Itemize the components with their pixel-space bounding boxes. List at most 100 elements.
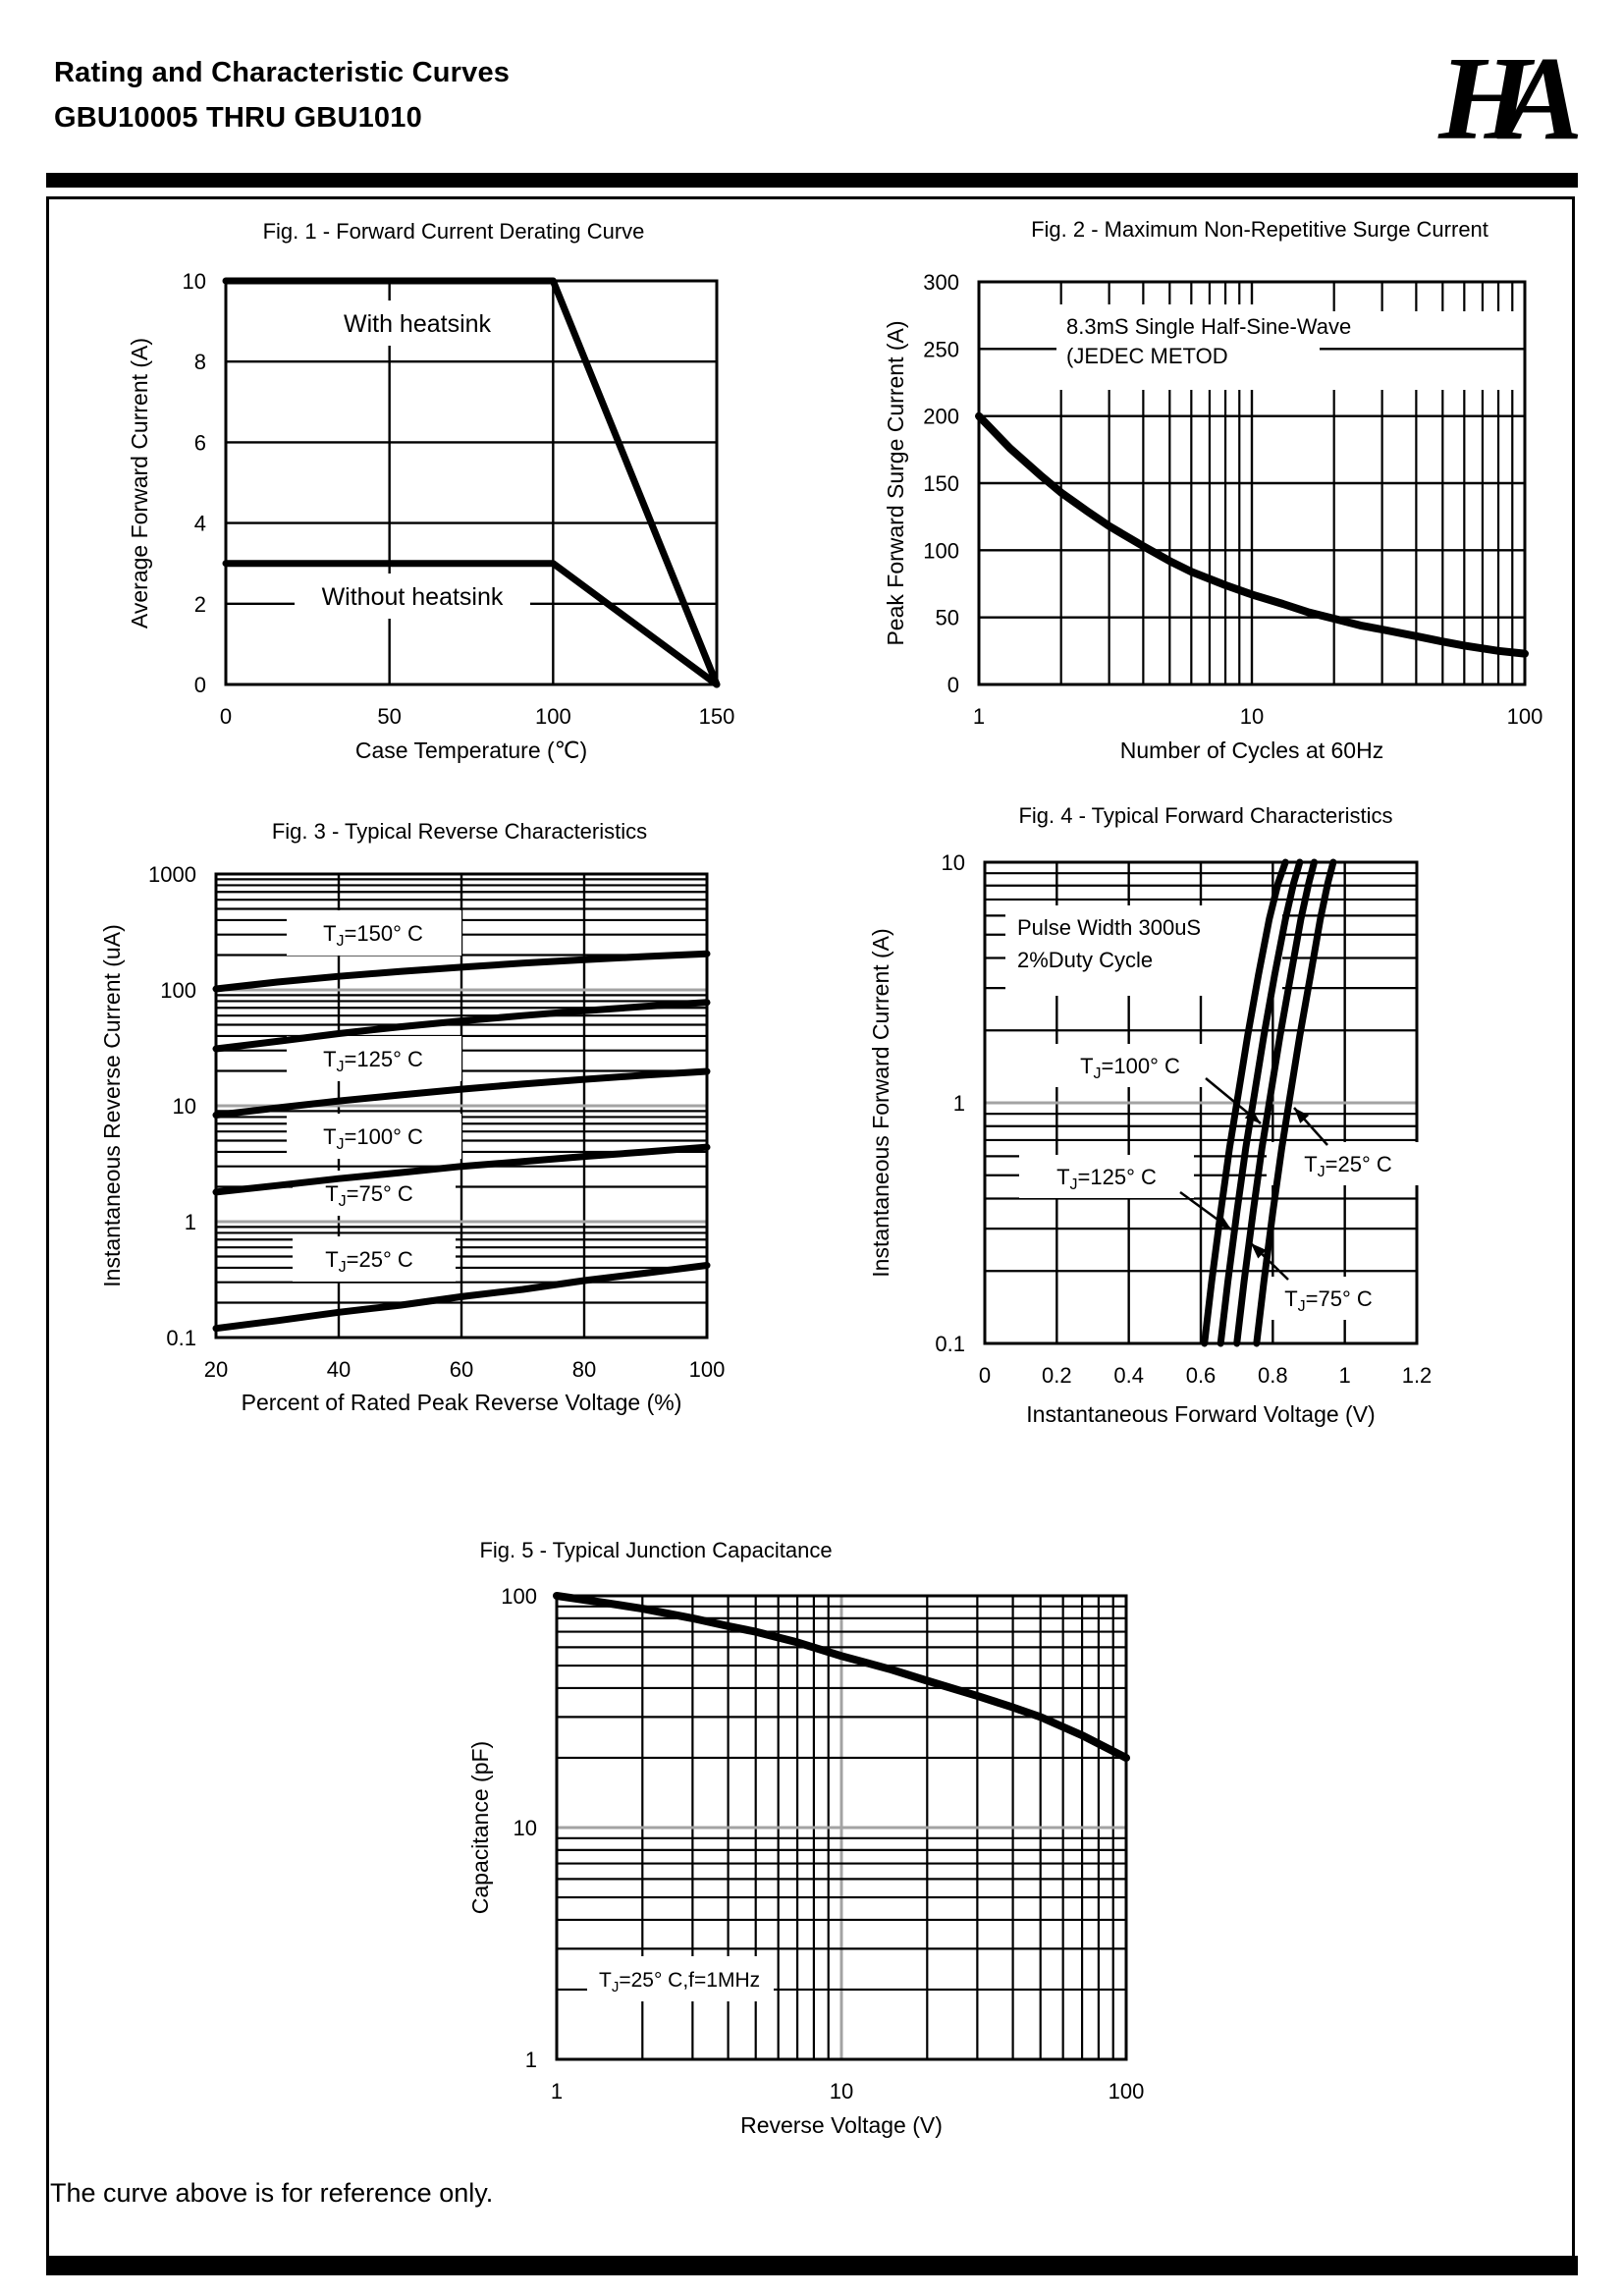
fig4-typical-forward-characteristics-x-tick: 0.8 <box>1258 1363 1288 1388</box>
fig1-forward-current-derating-y-tick: 8 <box>194 350 206 374</box>
fig3-typical-reverse-characteristics-y-tick: 1000 <box>148 862 196 887</box>
fig4-typical-forward-characteristics-annotation-0-line-1: 2%Duty Cycle <box>1017 948 1153 972</box>
fig4-typical-forward-characteristics-annotation-0-line-0: Pulse Width 300uS <box>1017 915 1201 940</box>
fig1-forward-current-derating-label-box-0 <box>306 301 528 346</box>
fig4-typical-forward-characteristics-x-tick: 0.4 <box>1113 1363 1144 1388</box>
fig1-forward-current-derating-curve-0 <box>222 277 721 688</box>
footer-bar <box>46 2256 1578 2275</box>
fig3-typical-reverse-characteristics-curve-3 <box>212 1143 711 1196</box>
fig1-forward-current-derating-y-tick: 0 <box>194 673 206 697</box>
fig2-max-surge-current: 8.3mS Single Half-Sine-Wave (JEDEC METOD 1… <box>883 217 1542 763</box>
fig4-typical-forward-characteristics-x-tick: 1 <box>1339 1363 1351 1388</box>
fig3-typical-reverse-characteristics-curve-0 <box>212 950 711 993</box>
brand-logo: HA <box>1438 32 1583 165</box>
fig4-typical-forward-characteristics-curve-3 <box>1253 858 1337 1347</box>
fig5-typical-junction-capacitance-x-tick: 1 <box>551 2079 563 2104</box>
fig3-typical-reverse-characteristics-x-tick: 20 <box>204 1357 228 1382</box>
fig5-typical-junction-capacitance: TJ=25° C,f=1MHz 1 10 100 100 10 1 Fig. 5 - Typi… <box>467 1538 1144 2138</box>
fig2-max-surge-current-x-tick: 100 <box>1507 704 1543 729</box>
fig1-forward-current-derating-y-axis-title: Average Forward Current (A) <box>127 338 152 629</box>
fig3-typical-reverse-characteristics-x-tick: 80 <box>572 1357 596 1382</box>
fig5-typical-junction-capacitance-title: Fig. 5 - Typical Junction Capacitance <box>479 1538 832 1562</box>
fig5-typical-junction-capacitance-x-tick: 100 <box>1109 2079 1145 2104</box>
fig4-typical-forward-characteristics-y-tick: 0.1 <box>935 1332 965 1356</box>
fig1-forward-current-derating-x-tick: 100 <box>535 704 571 729</box>
fig3-typical-reverse-characteristics-x-tick: 40 <box>327 1357 351 1382</box>
fig3-typical-reverse-characteristics-x-tick: 60 <box>450 1357 473 1382</box>
fig2-max-surge-current-plot-border <box>977 280 1527 686</box>
fig5-typical-junction-capacitance-plot-border <box>555 1594 1128 2061</box>
fig4-typical-forward-characteristics-label-box-4 <box>1247 1277 1410 1320</box>
fig2-max-surge-current-label-box-0 <box>1056 304 1320 375</box>
fig1-forward-current-derating-y-tick: 6 <box>194 430 206 455</box>
fig5-typical-junction-capacitance-y-tick: 1 <box>525 2048 537 2072</box>
fig4-typical-forward-characteristics-label-box-1 <box>1043 1044 1217 1087</box>
fig2-max-surge-current-y-tick: 100 <box>923 538 959 563</box>
fig4-typical-forward-characteristics-y-tick: 10 <box>942 850 965 875</box>
fig4-typical-forward-characteristics-label-box-2 <box>1019 1155 1194 1198</box>
fig3-typical-reverse-characteristics-label-box-0 <box>287 910 461 956</box>
fig2-max-surge-current-annotation-0-line-0: 8.3mS Single Half-Sine-Wave <box>1066 314 1351 339</box>
fig2-max-surge-current-y-tick: 0 <box>947 673 959 697</box>
fig4-typical-forward-characteristics-plot-border <box>983 860 1419 1345</box>
fig4-typical-forward-characteristics-curve-0 <box>1201 858 1289 1347</box>
fig2-max-surge-current-x-tick: 10 <box>1240 704 1264 729</box>
fig4-typical-forward-characteristics-annotation-4-line-0: TJ=75° C <box>1284 1286 1373 1315</box>
fig3-typical-reverse-characteristics-y-tick: 10 <box>173 1094 196 1119</box>
fig3-typical-reverse-characteristics-plot-border <box>214 872 709 1339</box>
fig1-forward-current-derating-x-tick: 0 <box>220 704 232 729</box>
fig3-typical-reverse-characteristics-annotation-1-line-0: TJ=125° C <box>323 1047 423 1075</box>
page-title: Rating and Characteristic Curves <box>54 57 511 88</box>
fig2-max-surge-current-title: Fig. 2 - Maximum Non-Repetitive Surge Cu… <box>1031 217 1488 242</box>
fig1-forward-current-derating-x-tick: 150 <box>699 704 735 729</box>
fig4-typical-forward-characteristics-annotation-2-line-0: TJ=125° C <box>1056 1165 1157 1193</box>
fig4-typical-forward-characteristics-x-tick: 0.6 <box>1186 1363 1217 1388</box>
fig3-typical-reverse-characteristics-label-box-4 <box>293 1236 456 1282</box>
fig2-max-surge-current-y-tick: 50 <box>936 606 959 630</box>
fig2-max-surge-current-y-axis-title: Peak Forward Surge Current (A) <box>883 320 908 645</box>
fig3-typical-reverse-characteristics-annotation-3-line-0: TJ=75° C <box>325 1181 413 1210</box>
fig4-typical-forward-characteristics-x-tick: 0.2 <box>1042 1363 1072 1388</box>
fig1-forward-current-derating-y-tick: 10 <box>183 269 206 294</box>
fig1-forward-current-derating-y-tick: 4 <box>194 512 206 536</box>
fig5-typical-junction-capacitance-y-tick: 100 <box>501 1584 537 1609</box>
fig4-typical-forward-characteristics-x-tick: 0 <box>979 1363 991 1388</box>
reference-note: The curve above is for reference only. <box>50 2178 494 2208</box>
fig3-typical-reverse-characteristics-y-tick: 0.1 <box>166 1326 196 1350</box>
fig2-max-surge-current-y-tick: 300 <box>923 270 959 295</box>
fig4-typical-forward-characteristics-x-tick: 1.2 <box>1402 1363 1433 1388</box>
fig2-max-surge-current-x-axis-title: Number of Cycles at 60Hz <box>1120 738 1383 763</box>
fig4-typical-forward-characteristics-y-tick: 1 <box>953 1091 965 1116</box>
fig3-typical-reverse-characteristics-curve-4 <box>212 1262 711 1333</box>
fig4-typical-forward-characteristics-label-box-3 <box>1267 1142 1430 1185</box>
fig1-forward-current-derating-label-box-1 <box>295 574 530 619</box>
header-divider-bar <box>46 173 1578 188</box>
fig4-typical-forward-characteristics-annotation-3-line-0: TJ=25° C <box>1304 1152 1392 1180</box>
fig1-forward-current-derating: With heatsink Without heatsink 0 50 100 150 0 2… <box>127 219 734 763</box>
fig3-typical-reverse-characteristics-label-box-1 <box>287 1036 461 1081</box>
fig5-typical-junction-capacitance-x-tick: 10 <box>830 2079 853 2104</box>
fig4-typical-forward-characteristics-title: Fig. 4 - Typical Forward Characteristics <box>1018 803 1392 828</box>
fig3-typical-reverse-characteristics-y-tick: 100 <box>160 978 196 1003</box>
fig3-typical-reverse-characteristics-curve-2 <box>212 1067 711 1119</box>
fig1-forward-current-derating-x-axis-title: Case Temperature (℃) <box>355 738 587 763</box>
fig3-typical-reverse-characteristics-annotation-0-line-0: TJ=150° C <box>323 921 423 950</box>
fig3-typical-reverse-characteristics-x-axis-title: Percent of Rated Peak Reverse Voltage (%… <box>242 1390 682 1415</box>
fig4-typical-forward-characteristics-annotation-1-line-0: TJ=100° C <box>1080 1054 1180 1082</box>
fig1-forward-current-derating-x-tick: 50 <box>377 704 401 729</box>
fig1-forward-current-derating-annotation-1-line-0: Without heatsink <box>322 583 504 611</box>
fig5-typical-junction-capacitance-y-tick: 10 <box>514 1816 537 1840</box>
fig2-max-surge-current-y-tick: 250 <box>923 337 959 361</box>
fig2-max-surge-current-annotation-0-line-1: (JEDEC METOD <box>1066 344 1228 368</box>
fig3-typical-reverse-characteristics: TJ=150° C TJ=125° C TJ=100° C TJ=75° C TJ=25… <box>99 819 725 1415</box>
fig2-max-surge-current-x-tick: 1 <box>973 704 985 729</box>
fig3-typical-reverse-characteristics-y-axis-title: Instantaneous Reverse Current (uA) <box>99 924 125 1286</box>
fig3-typical-reverse-characteristics-annotation-4-line-0: TJ=25° C <box>325 1247 413 1276</box>
fig1-forward-current-derating-title: Fig. 1 - Forward Current Derating Curve <box>263 219 645 244</box>
fig4-typical-forward-characteristics-y-axis-title: Instantaneous Forward Current (A) <box>868 928 893 1277</box>
fig2-max-surge-current-curve-0 <box>975 411 1529 658</box>
fig5-typical-junction-capacitance-y-axis-title: Capacitance (pF) <box>467 1741 493 1914</box>
fig1-forward-current-derating-y-tick: 2 <box>194 592 206 617</box>
